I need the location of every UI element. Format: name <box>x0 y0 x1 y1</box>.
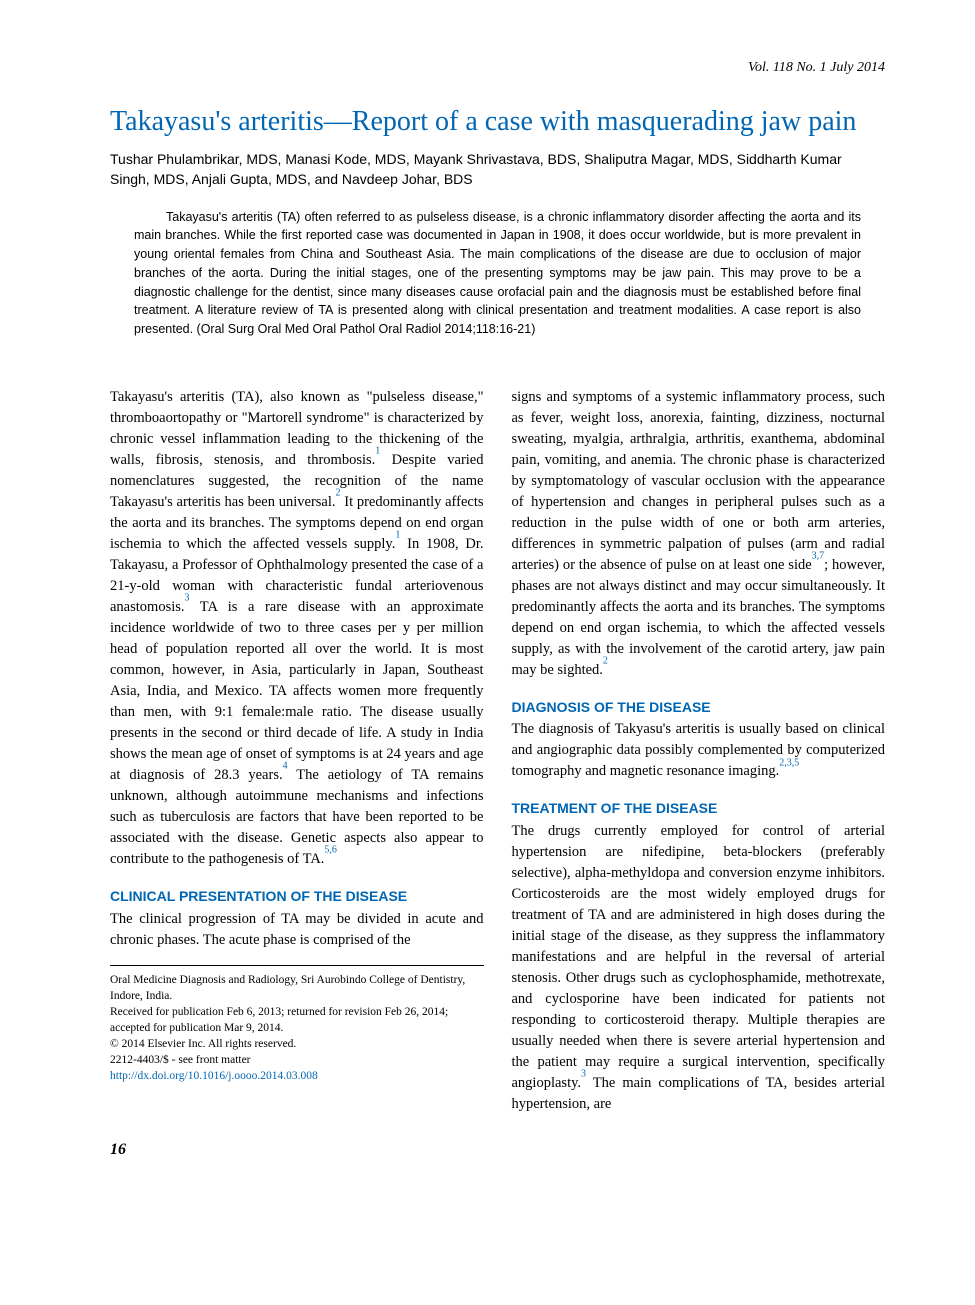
publication-dates: Received for publication Feb 6, 2013; re… <box>110 1004 484 1036</box>
article-title: Takayasu's arteritis—Report of a case wi… <box>110 104 885 139</box>
citation-link[interactable]: 2 <box>603 656 608 667</box>
footnote-rule <box>110 965 484 966</box>
footnote-block: Oral Medicine Diagnosis and Radiology, S… <box>110 972 484 1085</box>
intro-text-1e: TA is a rare disease with an approximate… <box>110 599 484 783</box>
author-list: Tushar Phulambrikar, MDS, Manasi Kode, M… <box>110 149 885 190</box>
treatment-paragraph: The drugs currently employed for control… <box>512 821 886 1115</box>
issue-line: Vol. 118 No. 1 July 2014 <box>110 60 885 76</box>
clinical-text-2a: signs and symptoms of a systemic inflamm… <box>512 389 886 573</box>
clinical-text-2b: ; however, phases are not always distinc… <box>512 557 886 678</box>
section-heading-treatment: TREATMENT OF THE DISEASE <box>512 798 886 818</box>
abstract: Takayasu's arteritis (TA) often referred… <box>134 208 861 339</box>
doi-link[interactable]: http://dx.doi.org/10.1016/j.oooo.2014.03… <box>110 1070 318 1082</box>
treatment-text-1a: The drugs currently employed for control… <box>512 823 886 1091</box>
section-heading-clinical: CLINICAL PRESENTATION OF THE DISEASE <box>110 886 484 906</box>
copyright-line: © 2014 Elsevier Inc. All rights reserved… <box>110 1036 484 1052</box>
intro-paragraph: Takayasu's arteritis (TA), also known as… <box>110 387 484 870</box>
affiliation: Oral Medicine Diagnosis and Radiology, S… <box>110 972 484 1004</box>
citation-link[interactable]: 5,6 <box>324 845 337 856</box>
diagnosis-paragraph: The diagnosis of Takyasu's arteritis is … <box>512 719 886 782</box>
citation-link[interactable]: 3,7 <box>812 551 825 562</box>
clinical-paragraph-2: signs and symptoms of a systemic inflamm… <box>512 387 886 681</box>
body-columns: Takayasu's arteritis (TA), also known as… <box>110 387 885 1115</box>
diagnosis-text: The diagnosis of Takyasu's arteritis is … <box>512 721 886 779</box>
citation-link[interactable]: 2,3,5 <box>779 757 799 768</box>
page-number: 16 <box>110 1141 885 1159</box>
issn-line: 2212-4403/$ - see front matter <box>110 1052 484 1068</box>
section-heading-diagnosis: DIAGNOSIS OF THE DISEASE <box>512 697 886 717</box>
clinical-paragraph-1: The clinical progression of TA may be di… <box>110 909 484 951</box>
